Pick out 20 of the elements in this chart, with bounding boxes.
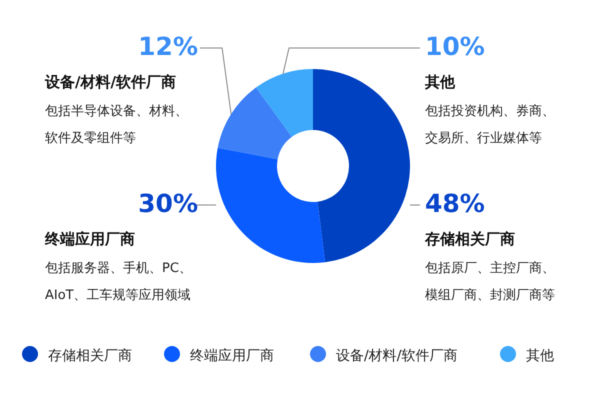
legend-label: 其他: [526, 348, 554, 364]
text: 包括半导体设备、材料、: [45, 104, 188, 119]
legend-label: 设备/材料/软件厂商: [336, 348, 458, 364]
text: 交易所、行业媒体等: [425, 130, 542, 146]
text: AIoT、工车规等应用领域: [45, 287, 191, 303]
slice-label: 存储相关厂商: [424, 230, 515, 248]
slice-label: 终端应用厂商: [44, 230, 135, 248]
text: 软件及零组件等: [45, 131, 136, 146]
legend-label: 终端应用厂商: [190, 348, 274, 364]
text: 包括服务器、手机、PC、: [45, 261, 192, 276]
data-label: 48%: [425, 189, 485, 218]
slice-label: 设备/材料/软件厂商: [44, 73, 176, 91]
data-label: 30%: [138, 189, 198, 218]
text: 包括投资机构、券商、: [425, 104, 555, 119]
data-label: 10%: [425, 32, 485, 61]
text: 包括原厂、主控厂商、: [425, 260, 555, 276]
text: 模组厂商、封测厂商等: [425, 288, 555, 303]
slice-label: 其他: [424, 73, 456, 91]
data-label: 12%: [138, 32, 198, 61]
legend-label: 存储相关厂商: [48, 348, 132, 364]
